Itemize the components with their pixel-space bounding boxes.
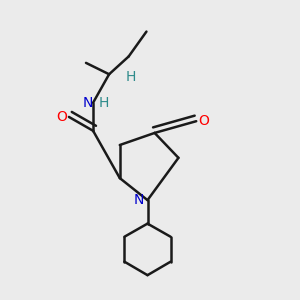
Text: O: O <box>198 114 209 128</box>
Text: N: N <box>134 193 144 207</box>
Text: H: H <box>125 70 136 84</box>
Text: O: O <box>56 110 67 124</box>
Text: N: N <box>83 96 94 110</box>
Text: H: H <box>99 96 110 110</box>
